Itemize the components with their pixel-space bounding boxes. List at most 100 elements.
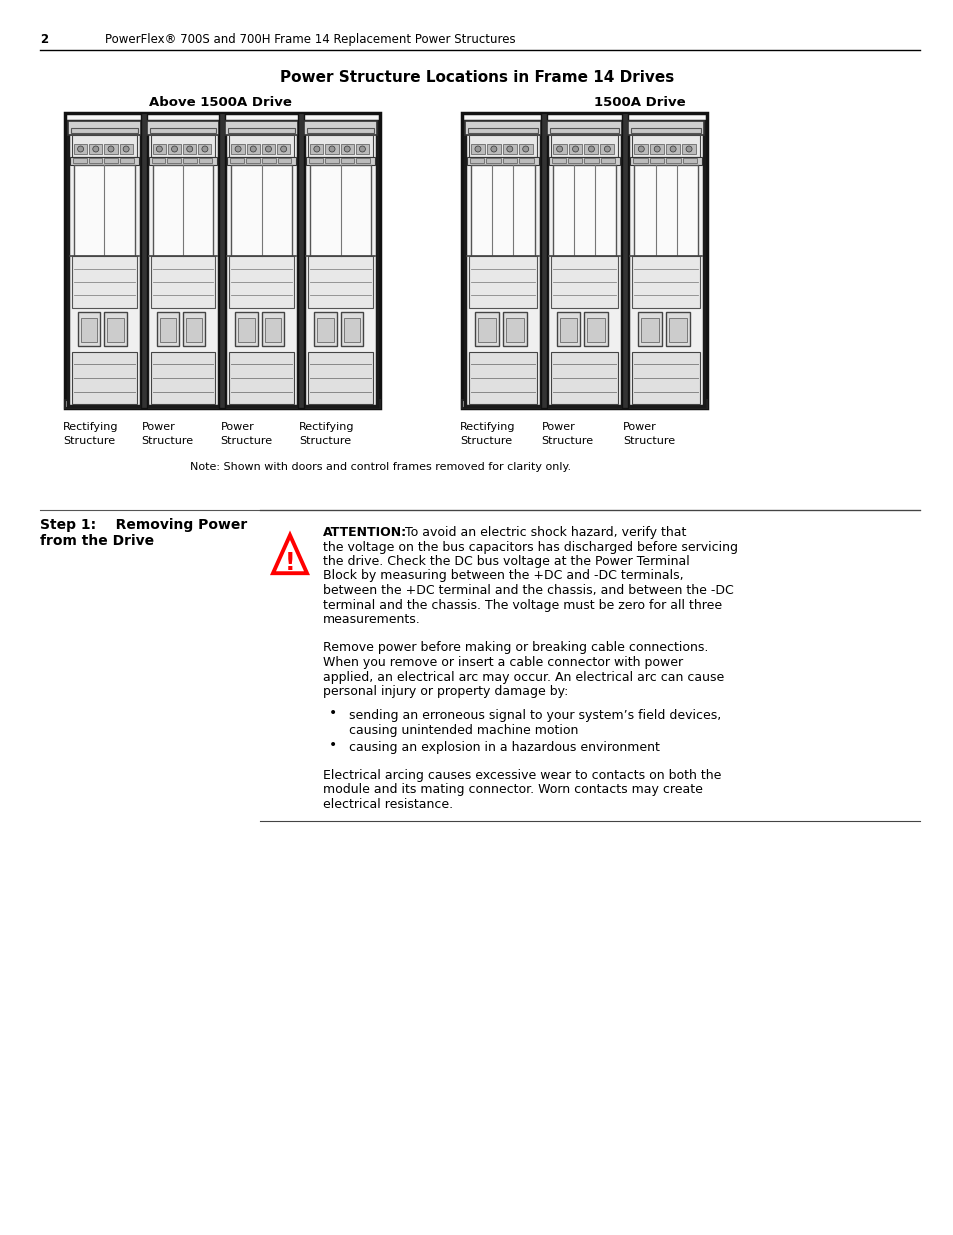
- Bar: [198, 158, 213, 163]
- Bar: [633, 158, 647, 163]
- Bar: [230, 135, 294, 157]
- Bar: [304, 121, 376, 406]
- Text: !: !: [284, 551, 295, 576]
- Circle shape: [359, 146, 365, 152]
- Circle shape: [588, 146, 594, 152]
- Bar: [104, 311, 127, 346]
- Text: from the Drive: from the Drive: [40, 534, 154, 548]
- Bar: [89, 158, 102, 163]
- Bar: [340, 144, 354, 154]
- Text: measurements.: measurements.: [323, 613, 420, 626]
- Circle shape: [556, 146, 562, 152]
- Bar: [584, 311, 608, 346]
- Bar: [634, 144, 648, 154]
- Circle shape: [522, 146, 528, 152]
- Bar: [486, 158, 500, 163]
- Circle shape: [234, 146, 241, 152]
- Circle shape: [669, 146, 676, 152]
- Text: ATTENTION:: ATTENTION:: [323, 526, 407, 538]
- Bar: [262, 158, 275, 163]
- Bar: [225, 121, 298, 135]
- Bar: [310, 165, 371, 256]
- Bar: [152, 144, 166, 154]
- Bar: [567, 158, 582, 163]
- Circle shape: [604, 146, 610, 152]
- Circle shape: [280, 146, 286, 152]
- Text: Structure: Structure: [459, 436, 512, 446]
- Bar: [584, 144, 598, 154]
- Bar: [546, 121, 621, 406]
- Bar: [235, 311, 257, 346]
- Bar: [151, 135, 215, 157]
- Text: Structure: Structure: [541, 436, 593, 446]
- Circle shape: [314, 146, 319, 152]
- Text: module and its mating connector. Worn contacts may create: module and its mating connector. Worn co…: [323, 783, 702, 797]
- Bar: [470, 158, 484, 163]
- Bar: [355, 158, 370, 163]
- Bar: [550, 135, 618, 157]
- Circle shape: [572, 146, 578, 152]
- Text: electrical resistance.: electrical resistance.: [323, 798, 453, 811]
- Bar: [309, 158, 323, 163]
- Text: personal injury or property damage by:: personal injury or property damage by:: [323, 685, 568, 698]
- Text: Rectifying: Rectifying: [459, 422, 515, 432]
- Bar: [343, 317, 359, 342]
- Bar: [276, 144, 290, 154]
- Bar: [505, 317, 523, 342]
- Bar: [120, 158, 133, 163]
- Bar: [147, 121, 219, 135]
- Bar: [168, 144, 181, 154]
- Text: the voltage on the bus capacitors has discharged before servicing: the voltage on the bus capacitors has di…: [323, 541, 738, 553]
- Bar: [70, 157, 138, 165]
- Circle shape: [638, 146, 643, 152]
- Bar: [308, 256, 373, 308]
- Circle shape: [156, 146, 162, 152]
- Bar: [632, 256, 700, 308]
- Text: 1500A Drive: 1500A Drive: [594, 96, 685, 109]
- Bar: [227, 157, 296, 165]
- Bar: [477, 317, 496, 342]
- Bar: [549, 128, 618, 133]
- Bar: [151, 256, 215, 308]
- Bar: [502, 144, 517, 154]
- Bar: [681, 158, 697, 163]
- Bar: [486, 144, 500, 154]
- Bar: [230, 256, 294, 308]
- Bar: [640, 317, 659, 342]
- Bar: [468, 128, 537, 133]
- Bar: [584, 158, 598, 163]
- Bar: [668, 317, 686, 342]
- Bar: [71, 352, 136, 404]
- Bar: [551, 158, 565, 163]
- Bar: [469, 256, 537, 308]
- Bar: [246, 158, 259, 163]
- Bar: [147, 121, 219, 406]
- Bar: [231, 158, 244, 163]
- Bar: [150, 128, 216, 133]
- Text: Power: Power: [541, 422, 575, 432]
- Bar: [151, 352, 215, 404]
- Bar: [634, 165, 698, 256]
- Text: terminal and the chassis. The voltage must be zero for all three: terminal and the chassis. The voltage mu…: [323, 599, 721, 611]
- Bar: [238, 317, 254, 342]
- Circle shape: [172, 146, 177, 152]
- Bar: [630, 157, 701, 165]
- Bar: [628, 121, 703, 406]
- Bar: [304, 121, 376, 135]
- Circle shape: [329, 146, 335, 152]
- Bar: [325, 158, 338, 163]
- Bar: [518, 158, 533, 163]
- Bar: [314, 311, 336, 346]
- Circle shape: [491, 146, 497, 152]
- Bar: [168, 158, 181, 163]
- Bar: [650, 144, 663, 154]
- Bar: [628, 121, 703, 135]
- Bar: [198, 144, 212, 154]
- Bar: [621, 112, 628, 408]
- Text: sending an erroneous signal to your system’s field devices,: sending an erroneous signal to your syst…: [349, 709, 720, 722]
- Bar: [152, 158, 165, 163]
- Text: Structure: Structure: [63, 436, 115, 446]
- Bar: [74, 165, 134, 256]
- Text: Structure: Structure: [622, 436, 675, 446]
- Bar: [559, 317, 577, 342]
